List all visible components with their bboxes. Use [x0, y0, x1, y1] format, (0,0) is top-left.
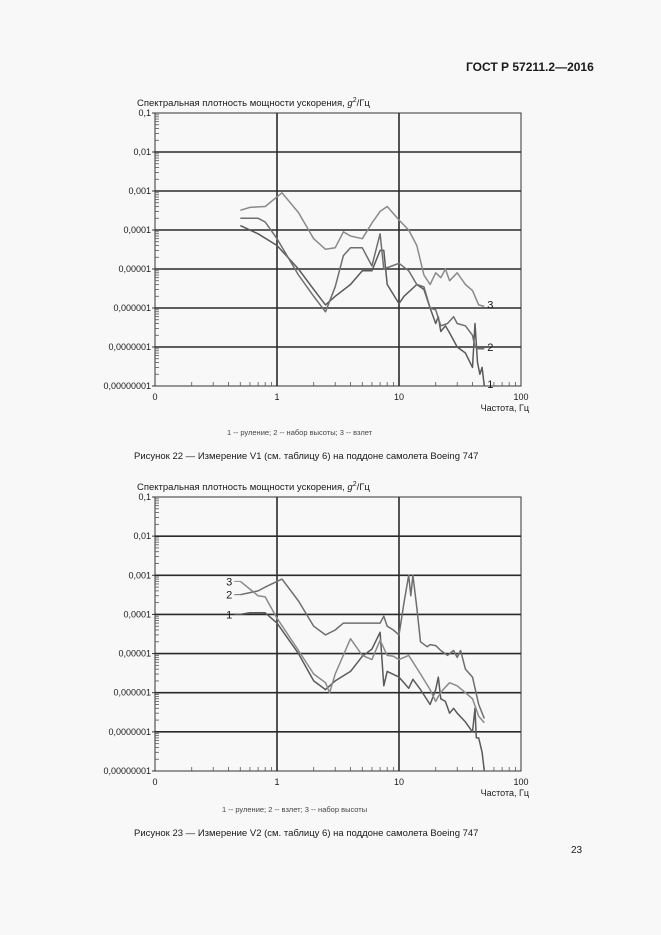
y-tick-label: 0,0001: [123, 609, 151, 619]
series-line-1: [240, 612, 486, 772]
series-label-1: 1: [226, 609, 232, 621]
x-axis-label: Частота, Гц: [481, 788, 529, 798]
y-tick-label: 0,000001: [113, 688, 151, 698]
y-tick-label: 0,01: [133, 147, 151, 157]
figure-23-caption: Рисунок 23 — Измерение V2 (см. таблицу 6…: [134, 828, 479, 839]
y-tick-label: 0,1: [138, 108, 151, 118]
y-tick-label: 0,001: [128, 570, 151, 580]
x-tick-label: 100: [513, 392, 528, 402]
plot-area: [154, 496, 522, 772]
x-tick-label: 0: [152, 777, 157, 787]
chart2-ylabel-unit: /Гц: [356, 482, 370, 494]
y-tick-label: 0,00000001: [103, 766, 151, 776]
y-tick-label: 0,001: [128, 186, 151, 196]
series-line-3: [240, 192, 485, 308]
y-tick-label: 0,0000001: [108, 342, 151, 352]
y-tick-label: 0,000001: [113, 303, 151, 313]
x-tick-label: 10: [394, 777, 404, 787]
chart1-ylabel-g: g: [347, 98, 353, 110]
x-tick-label: 1: [274, 392, 279, 402]
chart2-ylabel-text: Спектральная плотность мощности ускорени…: [137, 482, 348, 494]
chart1-ylabel-exp: 2: [352, 97, 357, 104]
plot-area: [154, 112, 522, 387]
x-tick-label: 10: [394, 392, 404, 402]
figure-22-caption: Рисунок 22 — Измерение V1 (см. таблицу 6…: [134, 451, 479, 462]
x-axis-label: Частота, Гц: [481, 403, 529, 413]
y-tick-label: 0,1: [138, 492, 151, 502]
chart2-ylabel: Спектральная плотность мощности ускорени…: [137, 481, 370, 493]
chart1-ylabel-unit: /Гц: [356, 98, 370, 110]
x-tick-label: 0: [152, 392, 157, 402]
chart1-legend: 1 -- руление; 2 -- набор высоты; 3 -- вз…: [227, 428, 373, 437]
chart1-ylabel-text: Спектральная плотность мощности ускорени…: [137, 98, 348, 110]
y-tick-label: 0,0001: [123, 225, 151, 235]
series-label-2: 2: [487, 342, 493, 354]
chart2-ylabel-exp: 2: [352, 481, 357, 488]
y-tick-label: 0,00000001: [103, 381, 151, 391]
series-label-1: 1: [487, 379, 493, 391]
series-line-2: [240, 217, 485, 350]
y-tick-label: 0,00001: [118, 264, 151, 274]
series-label-2: 2: [226, 590, 232, 602]
chart2-legend: 1 -- руление; 2 -- взлет; 3 -- набор выс…: [222, 805, 368, 814]
x-tick-label: 100: [513, 777, 528, 787]
y-tick-label: 0,0000001: [108, 727, 151, 737]
series-label-3: 3: [487, 299, 493, 311]
y-tick-label: 0,00001: [118, 649, 151, 659]
series-line-2: [240, 574, 485, 719]
y-tick-label: 0,01: [133, 531, 151, 541]
page-number: 23: [571, 845, 583, 856]
series-line-3: [239, 580, 485, 724]
x-tick-label: 1: [274, 777, 279, 787]
chart2-ylabel-g: g: [347, 482, 353, 494]
chart1-ylabel: Спектральная плотность мощности ускорени…: [137, 97, 370, 109]
series-label-3: 3: [226, 576, 232, 588]
document-standard-header: ГОСТ Р 57211.2—2016: [466, 60, 594, 74]
